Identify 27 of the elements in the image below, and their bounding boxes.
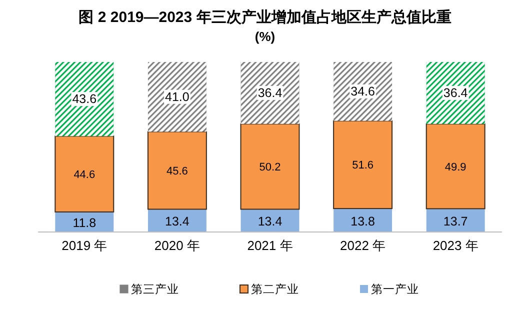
data-label: 11.8 (72, 216, 96, 230)
x-tick-label: 2022 年 (340, 238, 386, 253)
data-label: 50.2 (259, 162, 281, 174)
data-label: 13.8 (350, 214, 376, 228)
data-label: 13.4 (258, 214, 282, 229)
x-tick-label: 2021 年 (247, 238, 293, 253)
legend-label: 第三产业 (131, 282, 179, 296)
data-label: 41.0 (165, 90, 190, 104)
bar (148, 209, 206, 232)
data-label: 51.6 (352, 160, 374, 172)
bar (426, 208, 485, 232)
data-label: 43.6 (72, 92, 97, 106)
x-tick-label: 2023 年 (432, 238, 478, 253)
data-label: 13.7 (443, 214, 468, 228)
legend-label: 第一产业 (371, 282, 419, 296)
chart-subtitle: (%) (254, 29, 276, 44)
data-label: 44.6 (74, 169, 96, 182)
data-label: 45.6 (166, 165, 188, 178)
legend-label: 第二产业 (251, 282, 299, 296)
x-tick-label: 2020 年 (154, 238, 200, 253)
x-tick-label: 2019 年 (62, 238, 108, 253)
chart-title: 图 2 2019—2023 年三次产业增加值占地区生产总值比重 (78, 9, 452, 26)
data-label: 13.4 (165, 214, 190, 229)
data-label: 34.6 (350, 84, 376, 98)
data-label: 36.4 (258, 86, 282, 100)
data-label: 49.9 (444, 161, 466, 174)
data-label: 36.4 (443, 86, 468, 100)
